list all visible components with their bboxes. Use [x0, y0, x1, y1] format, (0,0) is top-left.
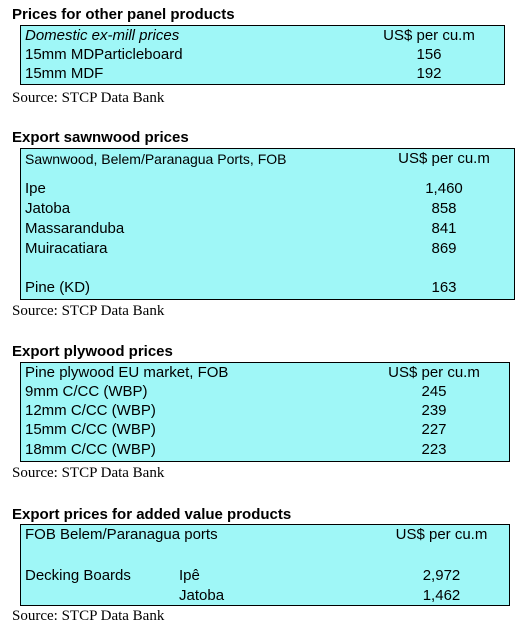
row-value: 192: [416, 65, 442, 82]
row-label: Pine (KD): [25, 279, 91, 296]
row-label: 15mm MDF: [25, 65, 104, 82]
table-row: Massaranduba 841: [21, 219, 514, 239]
table-row: Ipe 1,460: [21, 179, 514, 199]
row-label: 15mm MDParticleboard: [25, 46, 183, 63]
plywood-header-row: Pine plywood EU market, FOB US$ per cu.m: [21, 363, 509, 383]
row-label: Jatoba: [179, 587, 225, 604]
row-value: 841: [431, 220, 457, 237]
table-row: Jatoba 858: [21, 199, 514, 219]
plywood-header-unit: US$ per cu.m: [388, 364, 480, 381]
added-value-price-table: FOB Belem/Paranagua ports US$ per cu.m D…: [20, 524, 510, 606]
table-row: 12mm C/CC (WBP) 239: [21, 401, 509, 421]
row-value: 227: [421, 421, 447, 438]
row-value: 869: [431, 240, 457, 257]
sawnwood-section-title: Export sawnwood prices: [12, 129, 189, 146]
panel-header-label: Domestic ex-mill prices: [25, 27, 180, 44]
sawnwood-header-row: Sawnwood, Belem/Paranagua Ports, FOB US$…: [21, 149, 514, 169]
table-row: 15mm MDF 192: [21, 64, 504, 84]
row-value: 1,462: [422, 587, 461, 604]
added-value-header-row: FOB Belem/Paranagua ports US$ per cu.m: [21, 525, 509, 545]
panel-source: Source: STCP Data Bank: [12, 90, 165, 106]
table-row: Pine (KD) 163: [21, 278, 514, 298]
row-value: 156: [416, 46, 442, 63]
row-value: 223: [421, 441, 447, 458]
table-row: 15mm MDParticleboard 156: [21, 45, 504, 65]
row-label: 18mm C/CC (WBP): [25, 441, 156, 458]
added-value-source: Source: STCP Data Bank: [12, 608, 165, 624]
plywood-header-label: Pine plywood EU market, FOB: [25, 364, 229, 381]
table-row: Jatoba 1,462: [21, 586, 509, 606]
plywood-source: Source: STCP Data Bank: [12, 465, 165, 481]
product-label: Decking Boards: [25, 567, 131, 584]
row-label: Ipê: [179, 567, 200, 584]
plywood-price-table: Pine plywood EU market, FOB US$ per cu.m…: [20, 362, 510, 462]
row-value: 245: [421, 383, 447, 400]
panel-header-row: Domestic ex-mill prices US$ per cu.m: [21, 26, 504, 46]
row-value: 858: [431, 200, 457, 217]
panel-section-title: Prices for other panel products: [12, 6, 235, 23]
row-label: Muiracatiara: [25, 240, 108, 257]
sawnwood-header-label: Sawnwood, Belem/Paranagua Ports, FOB: [25, 151, 287, 167]
row-value: 163: [431, 279, 457, 296]
sawnwood-header-unit: US$ per cu.m: [398, 150, 490, 167]
row-label: Jatoba: [25, 200, 71, 217]
row-value: 1,460: [425, 180, 463, 197]
added-value-header-unit: US$ per cu.m: [395, 526, 488, 543]
row-value: 239: [421, 402, 447, 419]
table-row: 15mm C/CC (WBP) 227: [21, 420, 509, 440]
row-label: 15mm C/CC (WBP): [25, 421, 156, 438]
row-label: Massaranduba: [25, 220, 125, 237]
table-row: Decking Boards Ipê 2,972: [21, 566, 509, 586]
table-row: Muiracatiara 869: [21, 239, 514, 259]
row-label: 12mm C/CC (WBP): [25, 402, 156, 419]
plywood-section-title: Export plywood prices: [12, 343, 173, 360]
table-row: 9mm C/CC (WBP) 245: [21, 382, 509, 402]
table-row: 18mm C/CC (WBP) 223: [21, 440, 509, 460]
added-value-header-label: FOB Belem/Paranagua ports: [25, 526, 218, 543]
row-label: 9mm C/CC (WBP): [25, 383, 148, 400]
sawnwood-source: Source: STCP Data Bank: [12, 303, 165, 319]
panel-header-unit: US$ per cu.m: [383, 27, 475, 44]
row-label: Ipe: [25, 180, 46, 197]
sawnwood-price-table: Sawnwood, Belem/Paranagua Ports, FOB US$…: [20, 148, 515, 300]
added-value-section-title: Export prices for added value products: [12, 506, 292, 523]
row-value: 2,972: [422, 567, 461, 584]
panel-price-table: Domestic ex-mill prices US$ per cu.m 15m…: [20, 25, 505, 85]
